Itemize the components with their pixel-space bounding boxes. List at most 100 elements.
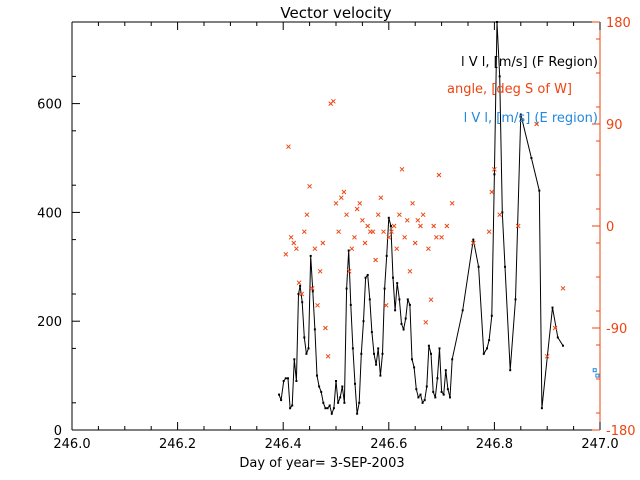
f-region-point [354, 382, 356, 385]
f-region-point [278, 393, 280, 396]
f-region-point [432, 390, 435, 393]
y2-tick-label: 90 [606, 118, 623, 133]
angle-point [486, 229, 492, 235]
f-region-point [392, 276, 394, 279]
f-region-point [486, 347, 488, 350]
f-region-point [493, 173, 496, 176]
angle-point [304, 212, 310, 218]
y2-tick-label: 180 [606, 16, 631, 31]
angle-point [352, 234, 357, 240]
y2-tick-label: 0 [606, 220, 614, 235]
angle-point [346, 268, 352, 274]
angle-point [381, 229, 386, 235]
angle-point [407, 268, 413, 274]
angle-point [370, 229, 376, 235]
angle-point [444, 223, 450, 229]
f-region-point [343, 401, 346, 404]
f-region-point [309, 254, 312, 257]
axes: 246.0 246.2 246.4 246.6 246.8 247.0 0 200 400 600… [37, 16, 635, 452]
angle-point [317, 268, 323, 274]
angle-point [357, 200, 363, 206]
f-region-point [316, 374, 318, 377]
angle-point [373, 257, 378, 263]
f-region-point [322, 401, 325, 404]
f-region-point [282, 380, 285, 382]
angle-point [283, 251, 289, 257]
f-region-point [373, 352, 375, 355]
angle-point [286, 144, 291, 150]
f-region-point [385, 254, 388, 257]
f-region-point [540, 407, 543, 410]
y2-tick-label: -180 [606, 424, 636, 439]
f-region-point [419, 393, 422, 396]
f-region-point [501, 211, 504, 214]
angle-point [552, 325, 558, 331]
f-region-point [451, 358, 454, 361]
angle-point [341, 189, 347, 195]
f-region-point [556, 336, 559, 339]
x-axis-label: Day of year= 3-SEP-2003 [239, 456, 404, 471]
angle-point [378, 195, 384, 201]
f-region-point [326, 407, 329, 410]
f-region-point [421, 401, 424, 404]
angle-point [386, 234, 392, 240]
f-region-point [444, 369, 447, 372]
f-region-point [280, 399, 283, 402]
f-region-point [423, 399, 426, 402]
angle-point [415, 217, 421, 223]
f-region-point [345, 287, 348, 290]
f-region-point [415, 388, 418, 391]
angle-point [389, 229, 394, 235]
f-region-point [305, 352, 308, 355]
angle-point [309, 285, 315, 291]
angle-point [336, 229, 341, 235]
angle-point [436, 172, 442, 178]
angle-point [404, 217, 410, 223]
angle-point [439, 234, 444, 240]
angle-point [320, 240, 326, 246]
f-region-point [498, 75, 501, 78]
angle-point [299, 291, 305, 297]
angle-point [418, 223, 423, 229]
f-region-point [449, 396, 451, 399]
angle-point [301, 229, 307, 235]
angle-point [338, 195, 344, 201]
x-tick-label: 246.2 [159, 437, 196, 452]
f-region-point [297, 293, 300, 295]
angle-point [294, 246, 299, 252]
x-tick-label: 247.0 [581, 437, 618, 452]
f-region-point [362, 320, 365, 323]
f-region-point [490, 314, 493, 317]
angle-point [412, 240, 418, 246]
angle-point [410, 200, 415, 206]
legend: l V l, [m/s] (F Region) angle, [deg S of… [447, 55, 598, 126]
f-region-point [482, 352, 485, 355]
f-region-point [417, 396, 420, 399]
angle-point [397, 212, 402, 218]
angle-point [315, 302, 320, 308]
x-tick-label: 246.4 [265, 437, 302, 452]
f-region-point [389, 225, 392, 227]
f-region-point [504, 265, 506, 268]
angle-point [344, 212, 349, 218]
f-region-point [289, 407, 292, 410]
f-region-point [446, 388, 449, 391]
f-region-point [396, 282, 399, 285]
f-region-point [427, 344, 430, 347]
f-region-point [440, 390, 443, 393]
angle-point [470, 240, 476, 246]
f-region-line [278, 21, 564, 416]
angle-point [534, 121, 539, 127]
angle-point [323, 325, 328, 331]
angle-point [560, 285, 566, 291]
angle-point [312, 246, 318, 252]
f-region-point [406, 298, 409, 301]
angle-point [354, 206, 360, 212]
f-region-point [408, 303, 411, 306]
f-region-point [538, 189, 541, 192]
f-region-point [477, 265, 480, 268]
angle-point [394, 246, 400, 252]
f-region-point [291, 404, 294, 407]
f-region-point [360, 352, 363, 355]
angle-point [544, 353, 550, 359]
